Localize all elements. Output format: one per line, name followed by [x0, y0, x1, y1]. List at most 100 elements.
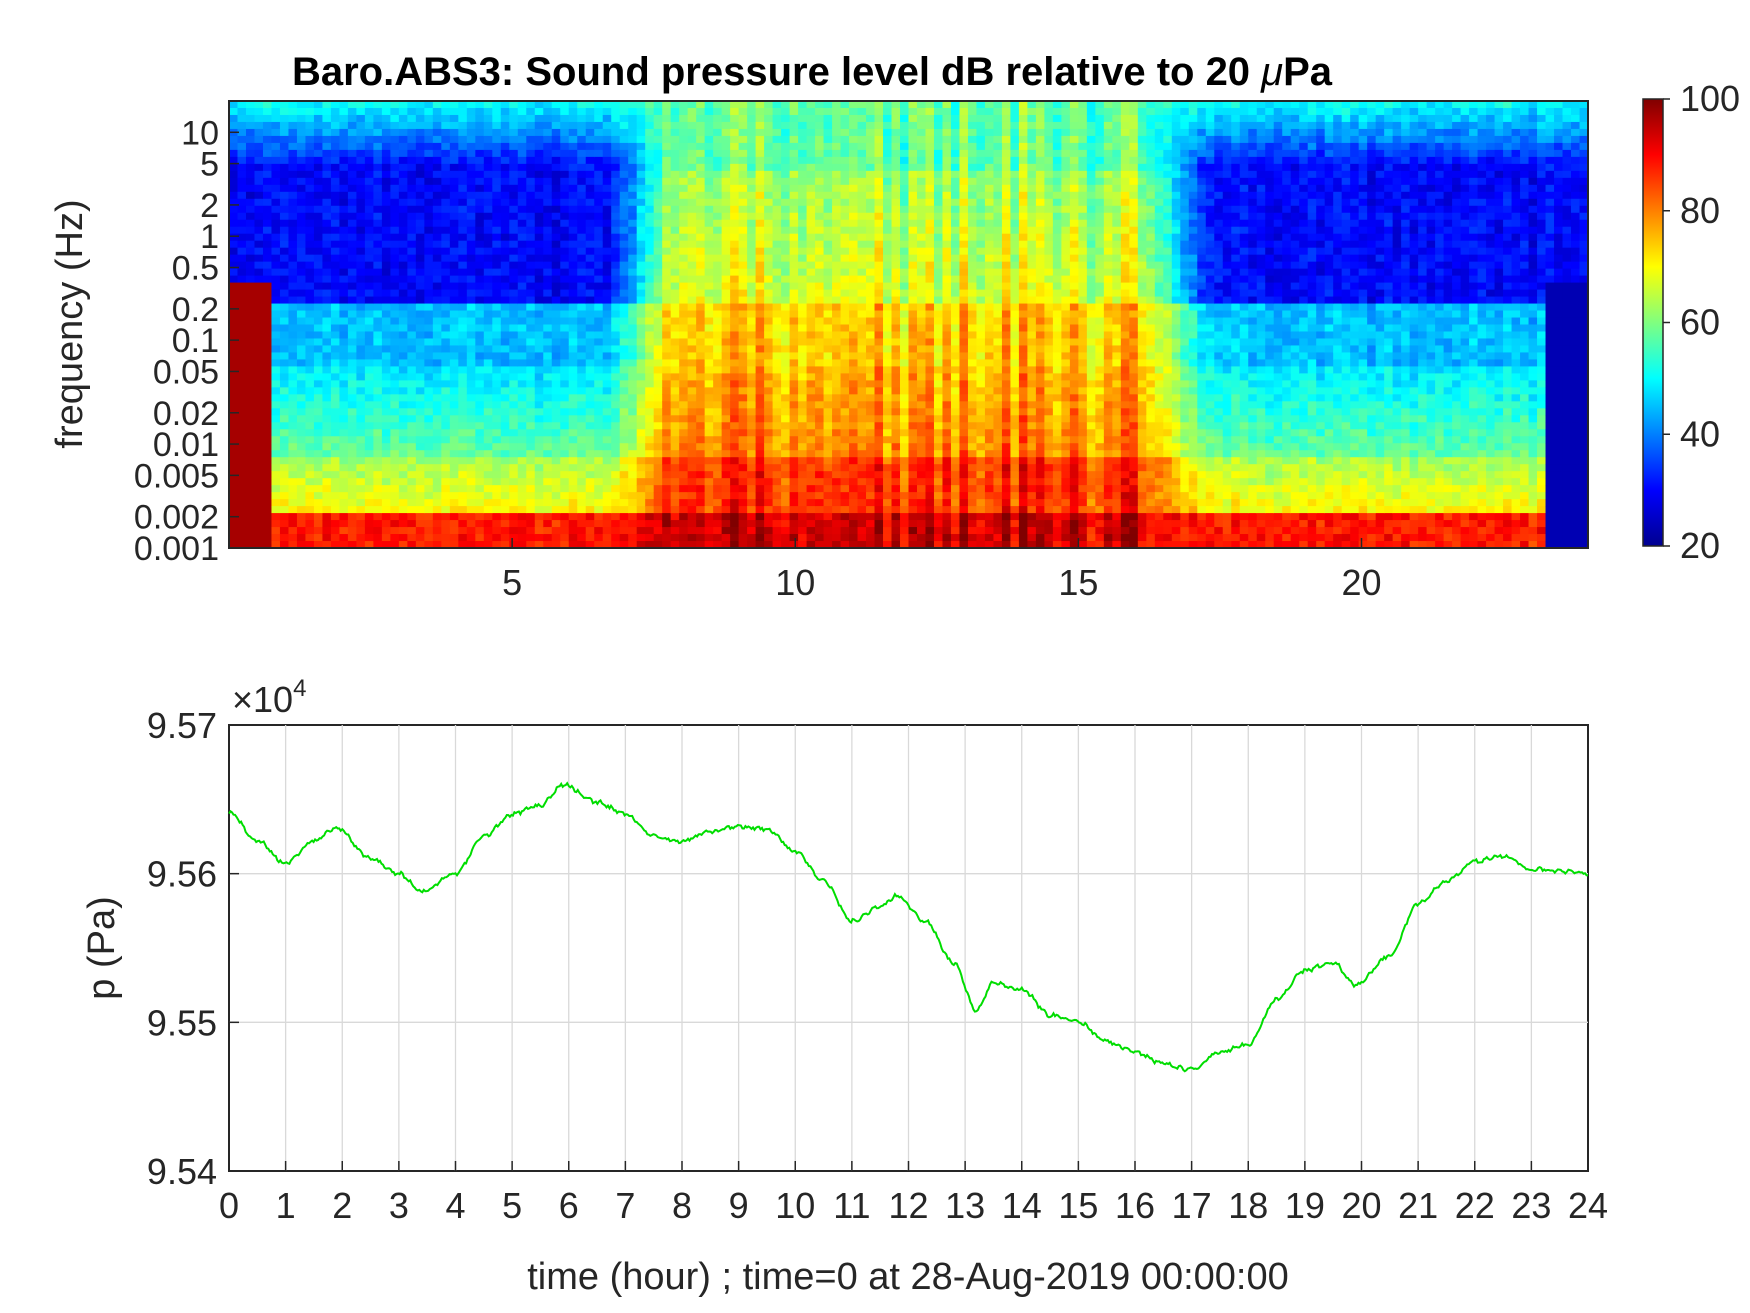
- heatmap-cell: [279, 506, 290, 514]
- heatmap-cell: [441, 198, 451, 207]
- heatmap-cell: [611, 303, 621, 312]
- heatmap-cell: [628, 317, 638, 326]
- heatmap-cell: [747, 268, 757, 277]
- heatmap-cell: [339, 240, 349, 249]
- heatmap-cell: [560, 436, 570, 444]
- heatmap-cell: [585, 170, 595, 179]
- heatmap-cell: [526, 128, 536, 137]
- heatmap-cell: [645, 107, 655, 116]
- heatmap-cell: [679, 101, 689, 109]
- heatmap-cell: [611, 429, 621, 437]
- heatmap-cell: [517, 541, 527, 549]
- heatmap-cell: [883, 247, 893, 256]
- heatmap-cell: [543, 513, 553, 521]
- heatmap-cell: [679, 170, 689, 179]
- heatmap-cell: [288, 310, 298, 319]
- heatmap-cell: [458, 422, 468, 430]
- heatmap-cell: [704, 219, 714, 228]
- heatmap-cell: [611, 443, 621, 451]
- heatmap-cell: [543, 478, 553, 486]
- heatmap-cell: [602, 352, 612, 361]
- heatmap-cell: [866, 338, 876, 347]
- heatmap-cell: [568, 191, 578, 200]
- heatmap-cell: [628, 366, 638, 374]
- heatmap-cell: [237, 254, 247, 263]
- heatmap-cell: [305, 198, 315, 207]
- heatmap-cell: [696, 380, 706, 388]
- heatmap-cell: [645, 268, 655, 277]
- heatmap-cell: [730, 170, 740, 179]
- heatmap-cell: [645, 457, 655, 465]
- heatmap-cell: [577, 443, 587, 451]
- heatmap-cell: [568, 296, 578, 305]
- heatmap-cell: [823, 506, 833, 514]
- heatmap-cell: [730, 303, 740, 312]
- heatmap-cell: [670, 282, 680, 291]
- heatmap-cell: [390, 471, 400, 479]
- heatmap-cell: [738, 226, 748, 235]
- heatmap-cell: [568, 226, 578, 235]
- heatmap-cell: [424, 373, 434, 381]
- heatmap-cell: [611, 513, 621, 521]
- heatmap-cell: [764, 163, 774, 172]
- heatmap-cell: [806, 275, 816, 284]
- heatmap-cell: [585, 268, 595, 277]
- heatmap-cell: [866, 219, 876, 228]
- heatmap-cell: [509, 429, 519, 437]
- heatmap-cell: [670, 317, 680, 326]
- heatmap-cell: [568, 107, 578, 116]
- heatmap-cell: [806, 226, 816, 235]
- heatmap-cell: [322, 380, 332, 388]
- heatmap-cell: [229, 478, 239, 486]
- heatmap-cell: [721, 492, 731, 500]
- heatmap-cell: [415, 366, 425, 374]
- heatmap-cell: [789, 156, 799, 165]
- heatmap-cell: [475, 282, 485, 291]
- heatmap-cell: [730, 541, 740, 549]
- heatmap-cell: [687, 513, 697, 521]
- heatmap-cell: [857, 226, 867, 235]
- heatmap-cell: [696, 226, 706, 235]
- heatmap-cell: [271, 415, 281, 423]
- heatmap-cell: [764, 492, 774, 500]
- heatmap-cell: [806, 135, 816, 144]
- heatmap-cell: [432, 422, 442, 430]
- heatmap-cell: [254, 296, 264, 305]
- heatmap-cell: [483, 408, 493, 416]
- heatmap-cell: [432, 142, 442, 151]
- heatmap-cell: [509, 156, 519, 165]
- heatmap-cell: [526, 219, 536, 228]
- heatmap-cell: [229, 101, 239, 109]
- heatmap-cell: [551, 345, 561, 354]
- heatmap-cell: [229, 149, 239, 158]
- heatmap-cell: [619, 156, 629, 165]
- heatmap-cell: [492, 247, 502, 256]
- heatmap-cell: [594, 268, 604, 277]
- heatmap-cell: [840, 107, 850, 116]
- heatmap-cell: [636, 128, 646, 137]
- heatmap-cell: [458, 114, 468, 123]
- heatmap-cell: [517, 499, 527, 507]
- heatmap-cell: [798, 219, 808, 228]
- heatmap-cell: [721, 261, 731, 270]
- heatmap-cell: [789, 450, 799, 458]
- heatmap-cell: [517, 191, 527, 200]
- heatmap-cell: [594, 345, 604, 354]
- heatmap-cell: [313, 520, 324, 528]
- heatmap-cell: [492, 478, 502, 486]
- heatmap-cell: [415, 520, 425, 528]
- heatmap-cell: [237, 101, 247, 109]
- heatmap-cell: [441, 289, 451, 298]
- heatmap-cell: [662, 282, 672, 291]
- heatmap-cell: [347, 401, 357, 409]
- heatmap-cell: [687, 527, 697, 535]
- heatmap-cell: [857, 443, 867, 451]
- heatmap-cell: [747, 191, 757, 200]
- heatmap-cell: [339, 226, 349, 235]
- heatmap-cell: [373, 443, 383, 451]
- heatmap-cell: [390, 247, 400, 256]
- heatmap-cell: [526, 352, 536, 361]
- heatmap-cell: [679, 513, 689, 521]
- heatmap-cell: [262, 387, 273, 395]
- heatmap-cell: [747, 135, 757, 144]
